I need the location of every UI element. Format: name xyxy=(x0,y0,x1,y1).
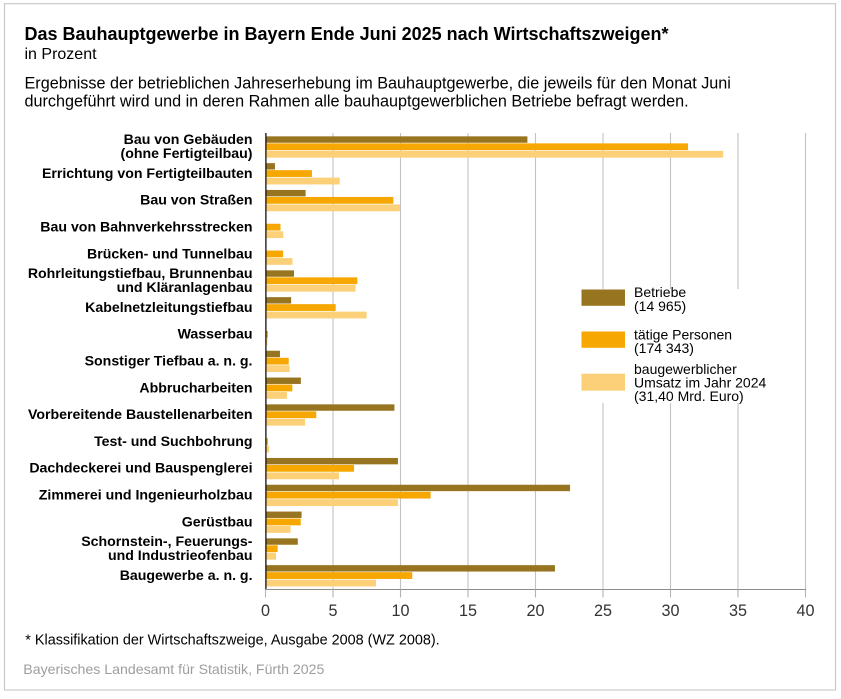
svg-text:in Prozent: in Prozent xyxy=(25,46,98,63)
svg-text:Errichtung von Fertigteilbaute: Errichtung von Fertigteilbauten xyxy=(42,165,253,181)
svg-text:Vorbereitende Baustellenarbeit: Vorbereitende Baustellenarbeiten xyxy=(28,406,252,422)
svg-text:Das Bauhauptgewerbe in Bayern: Das Bauhauptgewerbe in Bayern Ende Juni … xyxy=(25,24,669,44)
svg-text:Brücken- und Tunnelbau: Brücken- und Tunnelbau xyxy=(87,245,253,261)
svg-text:10: 10 xyxy=(391,602,409,620)
svg-text:25: 25 xyxy=(594,602,612,620)
svg-text:und Industrieofenbau: und Industrieofenbau xyxy=(108,547,253,563)
svg-text:Kabelnetzleitungstiefbau: Kabelnetzleitungstiefbau xyxy=(85,299,252,315)
svg-text:5: 5 xyxy=(328,602,337,620)
svg-text:Bau von Straßen: Bau von Straßen xyxy=(140,192,252,208)
svg-text:und Kläranlagenbau: und Kläranlagenbau xyxy=(117,279,253,295)
svg-text:0: 0 xyxy=(261,602,270,620)
svg-text:Zimmerei und Ingenieurholzbau: Zimmerei und Ingenieurholzbau xyxy=(39,487,253,503)
svg-text:* Klassifikation der Wirtschaf: * Klassifikation der Wirtschaftszweige, … xyxy=(25,633,439,649)
svg-text:Gerüstbau: Gerüstbau xyxy=(182,513,253,529)
svg-text:Wasserbau: Wasserbau xyxy=(178,326,253,342)
svg-text:durchgeführt wird und in deren: durchgeführt wird und in deren Rahmen al… xyxy=(25,93,689,111)
svg-text:(14 965): (14 965) xyxy=(634,298,686,314)
svg-text:Abbrucharbeiten: Abbrucharbeiten xyxy=(139,379,252,395)
svg-text:(ohne Fertigteilbau): (ohne Fertigteilbau) xyxy=(121,145,253,161)
svg-text:Sonstiger Tiefbau a. n. g.: Sonstiger Tiefbau a. n. g. xyxy=(85,353,253,369)
svg-text:20: 20 xyxy=(526,602,544,620)
svg-text:(31,40 Mrd. Euro): (31,40 Mrd. Euro) xyxy=(634,388,744,404)
svg-text:30: 30 xyxy=(661,602,679,620)
svg-text:Bau von Bahnverkehrsstrecken: Bau von Bahnverkehrsstrecken xyxy=(40,219,252,235)
svg-text:Baugewerbe a. n. g.: Baugewerbe a. n. g. xyxy=(120,567,253,583)
svg-text:(174 343): (174 343) xyxy=(634,340,694,356)
svg-text:40: 40 xyxy=(796,602,814,620)
svg-text:Ergebnisse der betrieblichen J: Ergebnisse der betrieblichen Jahreserheb… xyxy=(25,75,731,93)
svg-text:35: 35 xyxy=(729,602,747,620)
svg-text:Bayerisches Landesamt für Stat: Bayerisches Landesamt für Statistik, Für… xyxy=(23,661,324,677)
svg-text:Dachdeckerei und Bauspenglerei: Dachdeckerei und Bauspenglerei xyxy=(29,460,252,476)
svg-text:Test- und Suchbohrung: Test- und Suchbohrung xyxy=(94,433,252,449)
svg-text:15: 15 xyxy=(459,602,477,620)
